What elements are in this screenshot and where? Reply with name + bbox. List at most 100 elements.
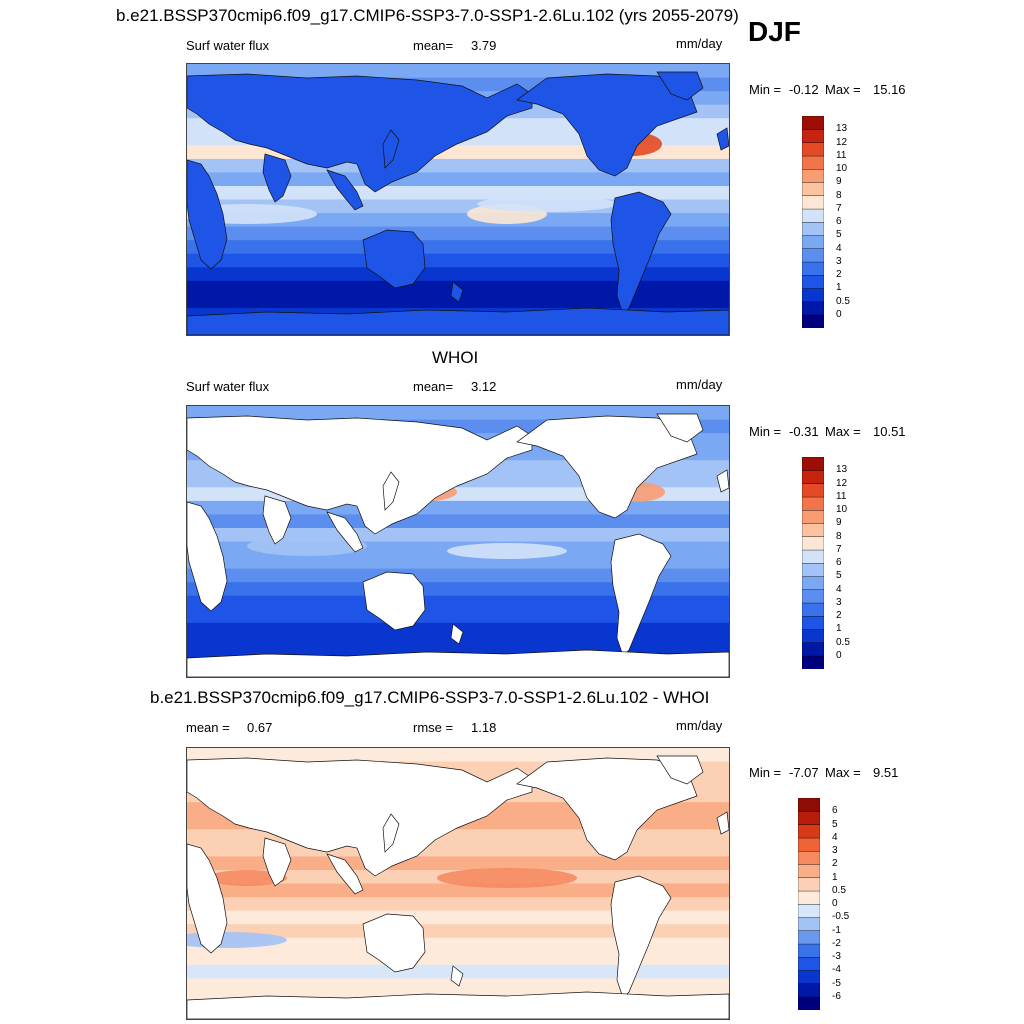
colorbar-swatch <box>802 536 824 551</box>
colorbar-swatch <box>798 930 820 945</box>
field-band <box>187 568 729 583</box>
colorbar-swatch <box>802 470 824 485</box>
colorbar-tick-label: 3 <box>836 255 842 267</box>
greenland-landmass <box>656 755 704 785</box>
field-band <box>187 582 729 597</box>
field-band <box>187 951 729 966</box>
seasia-landmass <box>326 853 364 895</box>
colorbar-swatch <box>802 116 824 130</box>
colorbar-swatch <box>798 811 820 826</box>
colorbar-swatch <box>802 589 824 604</box>
nz-landmass <box>450 281 464 303</box>
nz-landmass <box>450 965 464 987</box>
colorbar-tick-label: 11 <box>836 149 847 161</box>
panel1-max-label: Max = <box>825 82 861 97</box>
panel1-colorbar: 0 0.5 1 2 3 4 5 6 7 8 9 10 11 12 13 <box>802 116 850 328</box>
colorbar-tick-label: -3 <box>832 951 841 962</box>
colorbar-tick-label: 0 <box>836 649 842 661</box>
panel3-units: mm/day <box>676 718 723 733</box>
colorbar-tick-label: -0.5 <box>832 911 850 923</box>
seasia-landmass <box>326 169 364 211</box>
colorbar-swatch <box>802 509 824 524</box>
colorbar-tick-label: 6 <box>832 805 838 817</box>
colorbar-swatch <box>802 142 824 157</box>
colorbar-tick-label: 8 <box>836 530 842 542</box>
colorbar-swatch <box>798 864 820 879</box>
field-patch <box>477 196 617 212</box>
colorbar-swatch <box>798 956 820 971</box>
africa-landmass <box>187 843 228 954</box>
australia-landmass <box>362 913 426 973</box>
colorbar-swatch <box>802 235 824 250</box>
panel1-title: b.e21.BSSP370cmip6.f09_g17.CMIP6-SSP3-7.… <box>116 6 739 25</box>
panel2-colorbar: 0 0.5 1 2 3 4 5 6 7 8 9 10 11 12 13 <box>802 457 850 669</box>
panel2-min-value: -0.31 <box>789 424 819 439</box>
panel1-max-value: 15.16 <box>873 82 906 97</box>
greenland-landmass <box>656 413 704 443</box>
field-band <box>187 172 729 187</box>
map-svg <box>187 406 729 677</box>
colorbar-tick-label: 9 <box>836 517 842 529</box>
colorbar-swatch <box>798 917 820 932</box>
africa-landmass <box>187 159 228 270</box>
field-band <box>187 514 729 529</box>
colorbar-swatch <box>798 824 820 839</box>
samerica-landmass <box>610 191 672 315</box>
field-band <box>187 226 729 241</box>
colorbar-svg <box>798 798 820 1010</box>
colorbar-swatch <box>802 274 824 289</box>
colorbar-tick-label: -6 <box>832 990 841 1002</box>
colorbar-swatch <box>798 903 820 918</box>
panel3-title: b.e21.BSSP370cmip6.f09_g17.CMIP6-SSP3-7.… <box>150 688 710 707</box>
colorbar-tick-label: 7 <box>836 543 842 555</box>
panel1-map <box>186 63 730 336</box>
colorbar-tick-label: 10 <box>836 163 848 174</box>
panel1-min-label: Min = <box>749 82 782 97</box>
uk-landmass <box>716 811 729 835</box>
colorbar-tick-label: 1 <box>836 623 842 635</box>
colorbar-tick-label: 0.5 <box>836 636 850 648</box>
colorbar-tick-label: 11 <box>836 490 847 502</box>
seasia-landmass <box>326 511 364 553</box>
eurasia-landmass <box>187 73 533 193</box>
panel2-map <box>186 405 730 678</box>
season-label: DJF <box>748 16 801 47</box>
colorbar-tick-label: 5 <box>832 818 838 830</box>
colorbar-swatch <box>802 155 824 170</box>
field-band <box>187 595 729 610</box>
panel2-mean-label: mean= <box>413 379 454 394</box>
africa-landmass <box>187 501 228 612</box>
colorbar-tick-label: 2 <box>836 610 842 621</box>
field-band <box>187 267 729 282</box>
colorbar-swatch <box>798 877 820 892</box>
eurasia-landmass <box>187 757 533 877</box>
colorbar-tick-label: 3 <box>832 845 838 856</box>
colorbar-tick-label: 9 <box>836 176 842 188</box>
colorbar-tick-label: 0 <box>832 898 838 909</box>
panel1-mean-value: 3.79 <box>471 38 497 53</box>
panel2-min-label: Min = <box>749 424 782 439</box>
field-band <box>187 897 729 912</box>
field-band <box>187 609 729 624</box>
field-patch <box>437 868 577 888</box>
colorbar-swatch <box>798 983 820 998</box>
colorbar-swatch <box>802 261 824 276</box>
panel3-colorbar: -6 -5 -4 -3 -2 -1 -0.5 0 0.5 1 2 3 4 5 6 <box>798 798 849 1010</box>
colorbar-swatch <box>802 168 824 183</box>
panel3-rmse-label: rmse = <box>413 720 454 735</box>
colorbar-swatch <box>802 642 824 657</box>
colorbar-swatch <box>798 890 820 905</box>
colorbar-tick-label: 5 <box>836 570 842 582</box>
colorbar-tick-label: 4 <box>836 242 842 254</box>
greenland-landmass <box>656 71 704 101</box>
field-band <box>187 253 729 268</box>
colorbar-tick-label: 0.5 <box>836 295 850 307</box>
colorbar-tick-label: 0.5 <box>832 884 846 896</box>
uk-landmass <box>716 469 729 493</box>
colorbar-tick-label: 7 <box>836 202 842 214</box>
colorbar-swatch <box>802 301 824 316</box>
colorbar-tick-label: -1 <box>832 924 841 936</box>
panel3-max-value: 9.51 <box>873 765 899 780</box>
colorbar-tick-label: 4 <box>836 583 842 595</box>
colorbar-tick-label: 1 <box>832 871 838 883</box>
